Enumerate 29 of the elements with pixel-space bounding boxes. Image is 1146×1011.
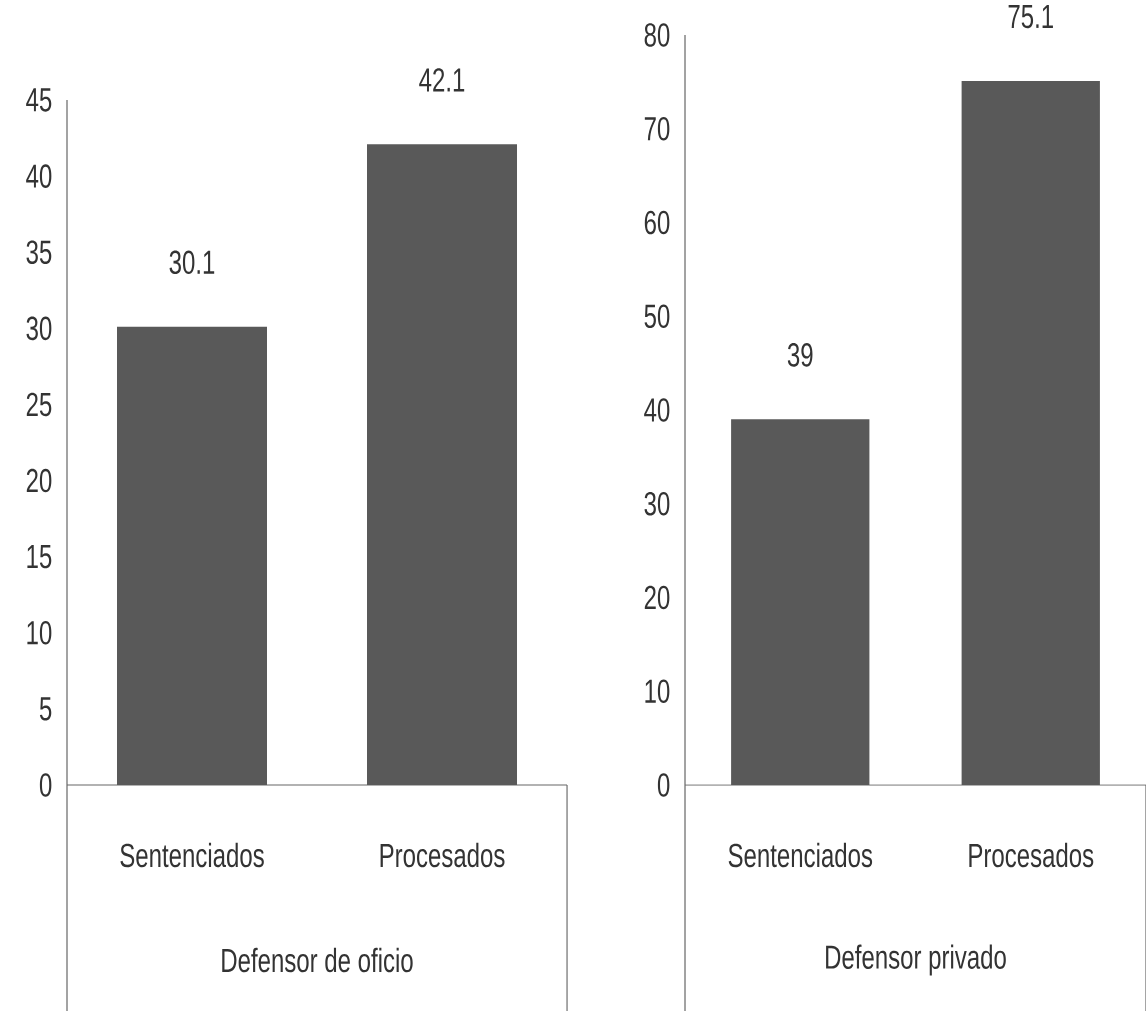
data-label: 39 <box>787 343 813 367</box>
y-tick-label: 50 <box>644 304 670 329</box>
x-tick-label: Procesados <box>969 842 1094 868</box>
y-tick-label: 70 <box>644 116 670 141</box>
data-label: 30.1 <box>169 250 215 275</box>
x-axis-title: Defensor privado <box>826 944 1006 976</box>
y-tick-label: 0 <box>39 773 52 797</box>
y-tick-label: 20 <box>644 585 670 610</box>
data-label: 75.1 <box>1008 4 1053 29</box>
y-tick-label: 5 <box>39 697 52 721</box>
y-tick-label: 40 <box>26 164 52 188</box>
x-tick-label: Procesados <box>380 842 505 868</box>
y-tick-label: 80 <box>644 23 670 47</box>
y-tick-label: 60 <box>644 210 670 235</box>
data-label: 42.1 <box>419 68 465 92</box>
x-axis-title: Defensor de oficio <box>222 947 413 973</box>
y-tick-label: 45 <box>26 88 52 112</box>
y-tick-label: 10 <box>645 679 670 704</box>
y-tick-label: 35 <box>26 240 52 265</box>
y-tick-label: 30 <box>26 316 52 341</box>
y-tick-label: 15 <box>27 545 52 569</box>
y-tick-label: 30 <box>644 491 670 516</box>
y-tick-label: 20 <box>26 468 52 493</box>
y-tick-label: 40 <box>644 398 670 422</box>
y-tick-label: 25 <box>26 392 52 417</box>
y-tick-label: 0 <box>657 773 670 797</box>
x-tick-label: Sentenciados <box>120 842 264 868</box>
y-tick-label: 10 <box>27 620 52 645</box>
x-tick-label: Sentenciados <box>728 842 873 868</box>
